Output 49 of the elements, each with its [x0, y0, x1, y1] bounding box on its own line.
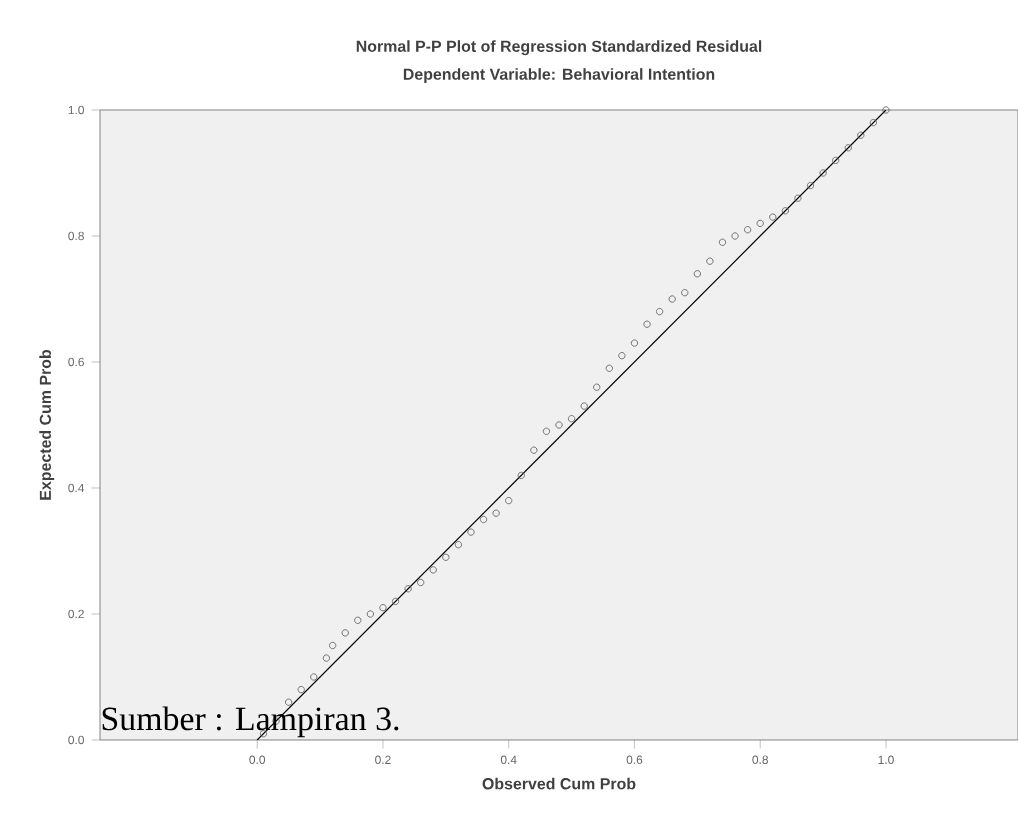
point	[605, 364, 613, 372]
point	[656, 308, 664, 316]
point	[366, 610, 374, 618]
point	[668, 295, 676, 303]
point	[769, 213, 777, 221]
point	[530, 446, 538, 454]
point	[341, 629, 349, 637]
point	[681, 289, 689, 297]
point	[429, 566, 437, 574]
point	[354, 616, 362, 624]
point	[310, 673, 318, 681]
point	[744, 226, 752, 234]
point	[781, 207, 789, 215]
point	[794, 194, 802, 202]
point	[379, 604, 387, 612]
point	[693, 270, 701, 278]
point	[618, 352, 626, 360]
point	[731, 232, 739, 240]
point	[819, 169, 827, 177]
point	[882, 106, 890, 114]
point	[442, 553, 450, 561]
point	[467, 528, 475, 536]
point	[806, 182, 815, 190]
point	[297, 686, 305, 694]
point	[329, 641, 337, 650]
point	[505, 497, 513, 505]
point	[479, 515, 488, 524]
point	[643, 320, 651, 328]
point	[517, 471, 525, 479]
point	[580, 402, 588, 410]
point	[857, 131, 865, 139]
point	[454, 541, 462, 549]
point	[285, 698, 293, 706]
point	[706, 257, 714, 265]
point	[756, 219, 764, 227]
point	[869, 119, 877, 127]
point	[542, 427, 551, 435]
point	[391, 597, 400, 605]
point	[567, 415, 576, 423]
point	[593, 383, 601, 391]
point	[404, 585, 412, 593]
point	[718, 238, 727, 246]
point	[417, 578, 425, 587]
point	[322, 654, 330, 662]
point	[832, 156, 840, 164]
point	[630, 339, 639, 347]
point	[844, 144, 852, 152]
point	[555, 421, 563, 429]
point	[492, 509, 500, 517]
